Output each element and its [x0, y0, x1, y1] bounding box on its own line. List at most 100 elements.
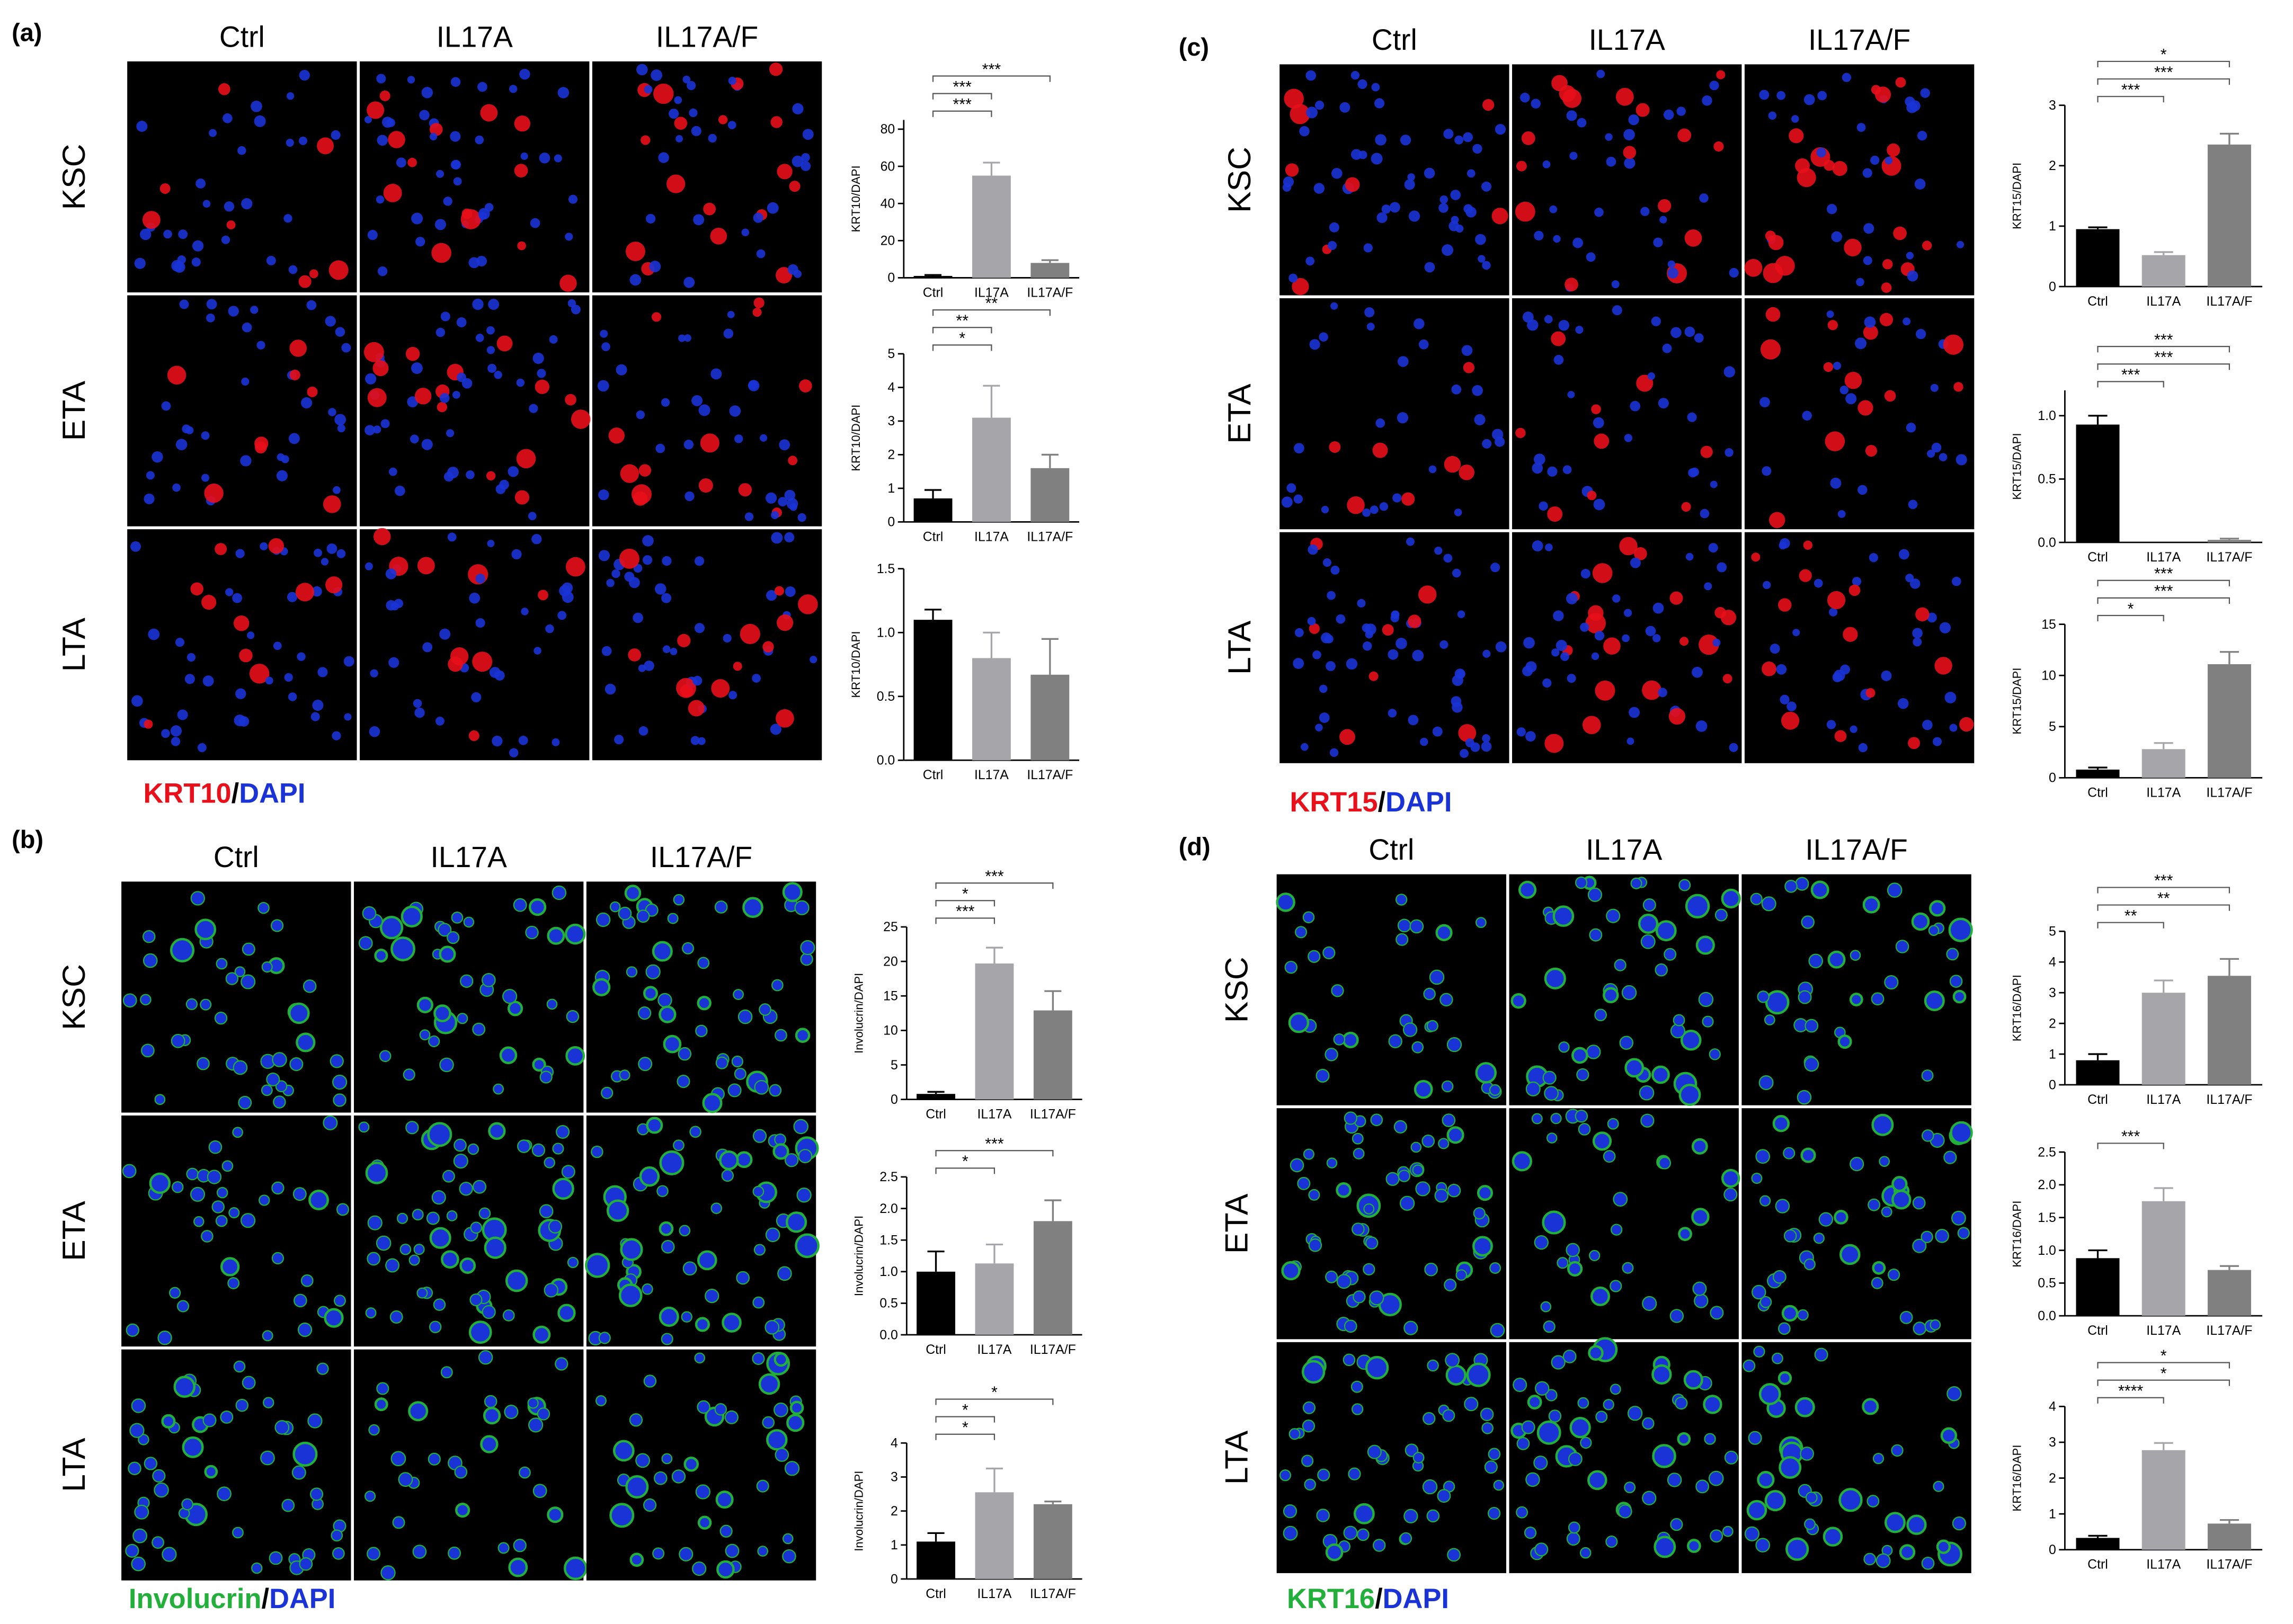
cell — [1353, 1148, 1365, 1159]
cell — [486, 326, 495, 335]
cell — [416, 1287, 428, 1299]
cell — [1770, 644, 1780, 654]
cell — [777, 614, 794, 631]
cell — [762, 641, 774, 653]
cell — [272, 1052, 287, 1067]
cell — [600, 329, 608, 338]
cell — [497, 1542, 510, 1554]
cell — [733, 989, 744, 1000]
cell — [538, 590, 548, 601]
micrograph — [127, 295, 357, 527]
cell — [298, 275, 312, 288]
cell — [1668, 708, 1686, 725]
cell — [1905, 96, 1915, 107]
cell — [177, 255, 186, 264]
y-tick-label: 0.5 — [877, 690, 895, 704]
cell — [1592, 1131, 1612, 1151]
significance-label: *** — [2154, 349, 2173, 367]
cell — [694, 1352, 705, 1364]
column-header: IL17A — [437, 20, 513, 53]
cell — [254, 436, 269, 451]
cell — [1388, 1034, 1402, 1048]
cell — [697, 1400, 710, 1414]
cell — [1350, 1380, 1363, 1393]
cell — [344, 713, 352, 721]
cell — [1565, 278, 1578, 292]
cell — [266, 1072, 280, 1086]
cell — [281, 1498, 295, 1512]
cell — [1534, 1542, 1549, 1557]
bar — [2076, 1060, 2120, 1085]
cell — [1708, 1470, 1724, 1486]
bar — [2076, 229, 2120, 287]
cell — [131, 695, 143, 707]
cell — [1957, 240, 1964, 248]
cell — [1612, 305, 1622, 316]
x-tick-label: Ctrl — [2087, 1558, 2108, 1572]
cell — [262, 1330, 273, 1342]
cell — [1849, 993, 1863, 1006]
cell — [1534, 1235, 1549, 1250]
cell — [744, 512, 754, 521]
cell — [1743, 1359, 1756, 1372]
cell — [1764, 1014, 1775, 1025]
cell — [1393, 1120, 1407, 1134]
significance-label: * — [962, 1153, 968, 1171]
cell — [516, 449, 536, 469]
cell — [531, 1143, 545, 1157]
significance-label: * — [959, 330, 965, 347]
cell — [752, 308, 762, 317]
cell — [439, 393, 450, 403]
micrograph — [1276, 874, 1507, 1105]
y-tick-label: 2 — [2049, 159, 2056, 173]
cell — [802, 129, 814, 140]
cell — [1532, 540, 1543, 552]
cell — [1723, 1188, 1738, 1202]
cell — [161, 401, 171, 411]
cell — [1374, 98, 1385, 109]
cell — [431, 1190, 446, 1205]
y-tick-label: 0.5 — [2038, 1277, 2056, 1291]
significance-label: *** — [982, 61, 1001, 78]
cell — [697, 737, 706, 745]
cell — [190, 582, 203, 596]
cell — [1301, 743, 1309, 751]
cell — [453, 1153, 468, 1169]
cell — [777, 164, 793, 180]
cell — [1915, 607, 1930, 622]
cell — [537, 369, 546, 378]
cell — [242, 322, 252, 333]
cell — [1640, 207, 1650, 216]
cell — [557, 1304, 576, 1322]
cell — [1460, 749, 1469, 758]
cell — [1781, 711, 1800, 730]
cell — [295, 583, 315, 602]
cell — [261, 961, 273, 973]
cell — [1451, 385, 1462, 395]
cell — [545, 624, 554, 633]
cell — [1917, 130, 1927, 141]
cell — [716, 1560, 735, 1579]
cell — [798, 594, 818, 614]
cell — [1443, 129, 1454, 139]
cell — [138, 1434, 149, 1445]
cell — [429, 1227, 451, 1249]
bar — [1033, 1504, 1072, 1579]
cell — [475, 574, 485, 584]
cell — [1527, 319, 1539, 331]
y-tick-label: 4 — [887, 381, 895, 395]
cell — [446, 1210, 458, 1221]
cell — [728, 691, 737, 700]
cell — [687, 81, 696, 91]
cell — [301, 397, 313, 409]
cell — [1364, 307, 1375, 318]
cell — [1516, 727, 1526, 737]
cell — [1331, 984, 1344, 997]
bar — [917, 1541, 955, 1579]
cell — [1343, 1353, 1356, 1367]
cell — [742, 897, 763, 918]
cell — [1652, 1444, 1676, 1468]
cell — [1408, 715, 1419, 726]
cell — [695, 1484, 710, 1500]
